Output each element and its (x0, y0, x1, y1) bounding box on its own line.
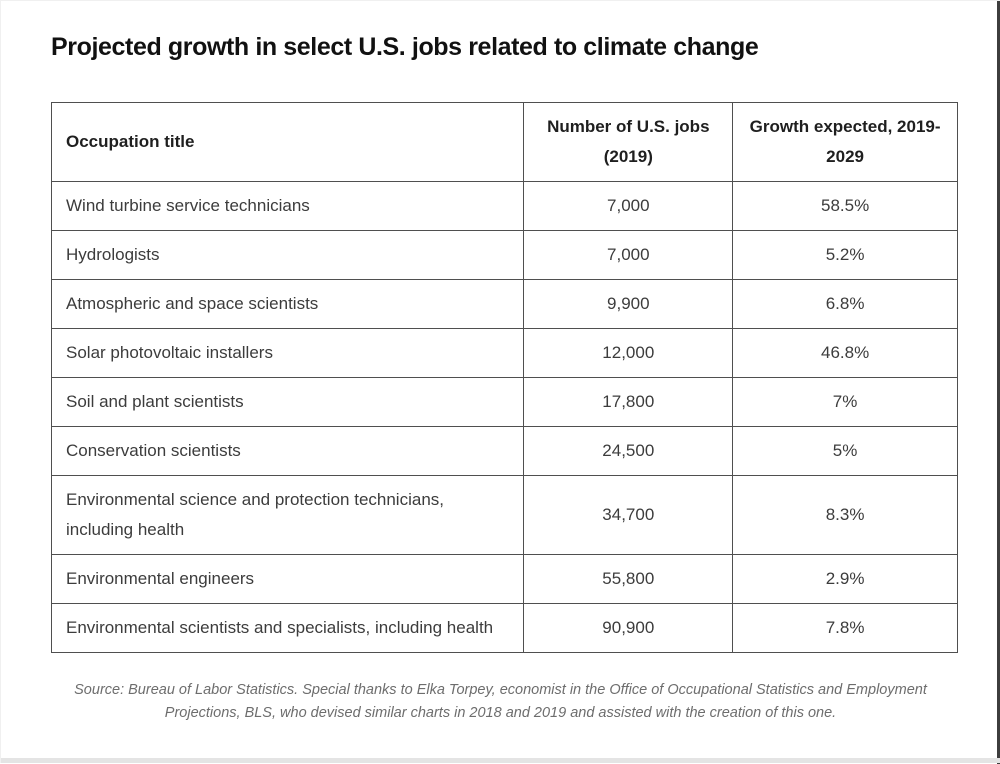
jobs-cell: 7,000 (523, 181, 734, 231)
growth-cell: 5% (732, 426, 958, 476)
table-row: Conservation scientists 24,500 5% (50, 426, 958, 476)
jobs-cell: 12,000 (523, 328, 734, 378)
growth-cell: 2.9% (732, 554, 958, 604)
occupation-cell: Atmospheric and space scientists (50, 279, 525, 329)
screen-edge-right (997, 1, 1000, 764)
header-row: Occupation title Number of U.S. jobs (20… (50, 102, 958, 182)
growth-cell: 7.8% (732, 603, 958, 653)
jobs-cell: 55,800 (523, 554, 734, 604)
col-header-occupation: Occupation title (50, 102, 525, 182)
growth-cell: 5.2% (732, 230, 958, 280)
occupation-cell: Environmental science and protection tec… (50, 475, 525, 555)
occupation-cell: Environmental scientists and specialists… (50, 603, 525, 653)
occupation-cell: Hydrologists (50, 230, 525, 280)
table-row: Atmospheric and space scientists 9,900 6.8… (50, 279, 958, 329)
occupation-cell: Conservation scientists (50, 426, 525, 476)
growth-cell: 8.3% (732, 475, 958, 555)
growth-cell: 46.8% (732, 328, 958, 378)
occupation-cell: Soil and plant scientists (50, 377, 525, 427)
jobs-cell: 90,900 (523, 603, 734, 653)
table-header: Occupation title Number of U.S. jobs (20… (50, 102, 958, 182)
jobs-growth-table: Occupation title Number of U.S. jobs (20… (50, 102, 958, 653)
page-title: Projected growth in select U.S. jobs rel… (51, 33, 759, 61)
table-body: Wind turbine service technicians 7,000 58.… (50, 181, 958, 653)
table-row: Solar photovoltaic installers 12,000 46.8% (50, 328, 958, 378)
page-content: Projected growth in select U.S. jobs rel… (1, 1, 1000, 653)
table-row: Wind turbine service technicians 7,000 58.… (50, 181, 958, 231)
source-note: Source: Bureau of Labor Statistics. Spec… (74, 682, 927, 721)
table-row: Hydrologists 7,000 5.2% (50, 230, 958, 280)
jobs-cell: 34,700 (523, 475, 734, 555)
jobs-cell: 9,900 (523, 279, 734, 329)
growth-cell: 58.5% (732, 181, 958, 231)
table-row: Environmental scientists and specialists… (50, 603, 958, 653)
jobs-cell: 17,800 (523, 377, 734, 427)
occupation-cell: Environmental engineers (50, 554, 525, 604)
jobs-cell: 7,000 (523, 230, 734, 280)
growth-cell: 6.8% (732, 279, 958, 329)
growth-cell: 7% (732, 377, 958, 427)
occupation-cell: Wind turbine service technicians (50, 181, 525, 231)
col-header-jobs: Number of U.S. jobs (2019) (523, 102, 734, 182)
table-row: Environmental science and protection tec… (50, 475, 958, 555)
col-header-growth: Growth expected, 2019- 2029 (732, 102, 958, 182)
table-row: Environmental engineers 55,800 2.9% (50, 554, 958, 604)
jobs-cell: 24,500 (523, 426, 734, 476)
screen-edge-bottom (1, 758, 1000, 763)
table-row: Soil and plant scientists 17,800 7% (50, 377, 958, 427)
occupation-cell: Solar photovoltaic installers (50, 328, 525, 378)
